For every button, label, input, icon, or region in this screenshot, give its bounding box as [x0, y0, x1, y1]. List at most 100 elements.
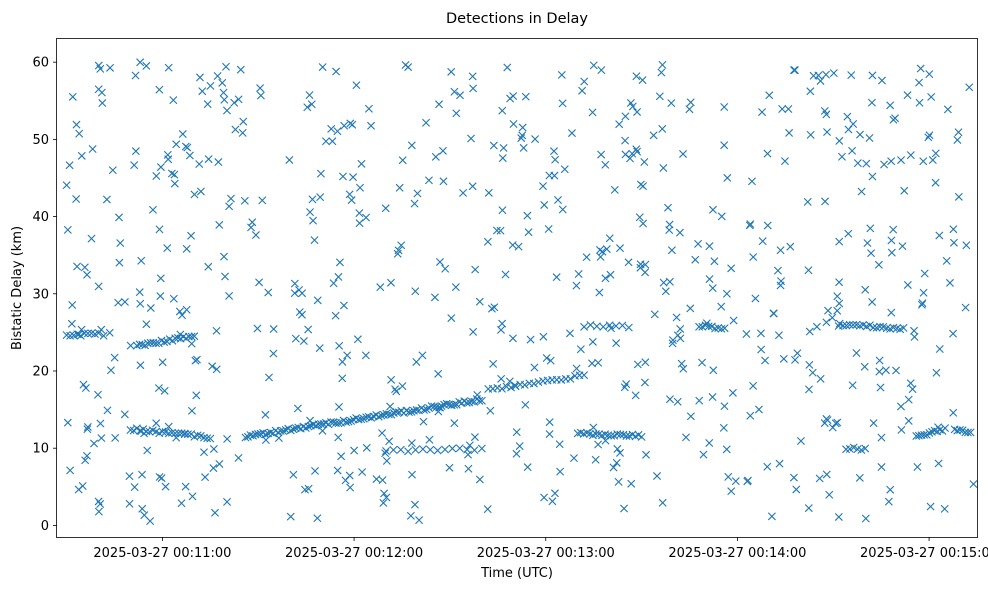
data-point [334, 402, 343, 411]
data-point [90, 439, 98, 448]
data-point [887, 308, 896, 317]
data-point [804, 266, 813, 275]
data-point [361, 351, 370, 360]
data-point [164, 63, 173, 72]
data-point [367, 413, 376, 422]
data-point [632, 72, 641, 81]
data-point [792, 485, 801, 494]
data-point [219, 88, 228, 97]
data-point [686, 304, 695, 313]
data-point [140, 511, 149, 520]
data-point [293, 404, 302, 413]
data-point [410, 199, 419, 208]
data-point [624, 258, 633, 267]
data-point [398, 382, 407, 391]
data-point [392, 387, 401, 396]
data-point [822, 318, 831, 327]
data-point [679, 149, 688, 158]
data-point [306, 208, 315, 217]
data-point [620, 504, 629, 513]
data-point [160, 386, 169, 395]
data-point [398, 156, 407, 165]
data-point [105, 328, 114, 337]
data-point [599, 322, 608, 331]
data-point [566, 374, 575, 383]
data-point [261, 430, 270, 439]
data-point [635, 213, 644, 222]
data-point [142, 320, 151, 329]
data-point [903, 280, 912, 289]
data-point [637, 432, 646, 441]
data-point [367, 121, 376, 130]
data-point [93, 390, 102, 399]
data-point [892, 366, 901, 375]
x-axis-ticks: 2025-03-27 00:11:00 2025-03-27 00:12:00 20… [93, 537, 988, 561]
data-point [77, 151, 86, 160]
data-point [347, 196, 356, 205]
data-point [156, 292, 165, 301]
data-point [945, 278, 954, 287]
data-point [751, 294, 760, 303]
data-point [823, 416, 832, 425]
data-point [920, 430, 929, 439]
data-point [784, 105, 793, 114]
data-point [340, 121, 349, 130]
data-point [720, 324, 729, 333]
data-point [534, 378, 543, 387]
data-point [924, 133, 933, 142]
data-point [705, 242, 714, 251]
data-point [653, 472, 662, 481]
data-point [931, 149, 940, 158]
data-point [418, 351, 427, 360]
data-point [239, 117, 248, 126]
data-point [430, 293, 439, 302]
data-point [313, 514, 322, 523]
data-point [343, 351, 352, 360]
data-point [382, 447, 391, 455]
data-point [695, 322, 704, 331]
data-point [657, 68, 666, 77]
data-point [853, 159, 862, 168]
data-point [490, 303, 499, 312]
data-point [161, 482, 170, 491]
data-point [676, 324, 685, 333]
data-point [182, 305, 191, 314]
data-point [745, 221, 754, 230]
data-point [874, 260, 883, 269]
data-point [852, 349, 861, 357]
data-point [177, 499, 186, 508]
data-point [404, 447, 413, 456]
data-point [301, 424, 310, 432]
data-point [393, 249, 402, 258]
data-point [529, 379, 538, 388]
data-point [675, 228, 684, 237]
data-point [518, 123, 527, 132]
data-point [450, 87, 459, 96]
data-point [467, 397, 476, 406]
data-point [164, 155, 173, 164]
data-point [621, 136, 630, 145]
data-point [231, 125, 240, 134]
data-point [824, 306, 833, 315]
data-point [98, 99, 107, 108]
data-point [234, 453, 243, 462]
data-point [193, 431, 202, 440]
data-point [649, 131, 658, 140]
data-point [68, 301, 77, 309]
data-point [187, 406, 196, 415]
y-axis-label: Bistatic Delay (km) [10, 226, 25, 350]
data-point [163, 244, 172, 253]
data-point [220, 252, 228, 261]
data-point [606, 270, 615, 279]
data-point [106, 63, 115, 72]
data-point [899, 323, 908, 332]
data-point [667, 246, 676, 255]
data-point [170, 170, 179, 179]
data-point [286, 426, 295, 435]
data-point [265, 373, 273, 382]
data-point [83, 425, 92, 434]
data-point [556, 467, 565, 476]
data-point [624, 323, 633, 332]
data-point [869, 419, 878, 428]
